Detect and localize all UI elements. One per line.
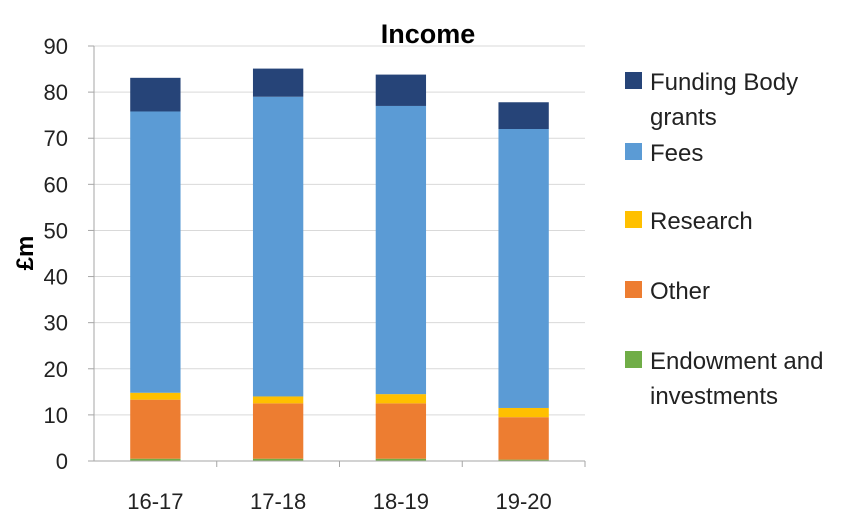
legend-label: Other — [650, 278, 710, 305]
y-tick-label: 20 — [44, 357, 68, 382]
bar-segment — [498, 407, 549, 418]
legend-label: Research — [650, 208, 753, 235]
bar-segment — [498, 417, 549, 460]
y-tick-label: 90 — [44, 34, 68, 59]
bar-segment — [375, 458, 427, 461]
x-tick-label: 16-17 — [127, 489, 183, 514]
y-tick-label: 70 — [44, 126, 68, 151]
bar-segment — [375, 105, 427, 395]
y-tick-label: 0 — [56, 449, 68, 474]
y-axis-label: £m — [12, 236, 39, 271]
x-tick-label: 18-19 — [373, 489, 429, 514]
legend-label: Funding Body — [650, 69, 798, 96]
bar-segment — [252, 68, 304, 97]
x-tick-label: 17-18 — [250, 489, 306, 514]
y-tick-label: 40 — [44, 265, 68, 290]
x-tick-label: 19-20 — [495, 489, 551, 514]
bar-segment — [498, 459, 549, 461]
legend-swatch — [625, 211, 642, 228]
legend-swatch — [625, 72, 642, 89]
legend-label: grants — [650, 104, 717, 131]
bar-segment — [130, 458, 181, 461]
legend-swatch — [625, 143, 642, 160]
y-tick-label: 10 — [44, 403, 68, 428]
legend-swatch — [625, 281, 642, 298]
y-tick-labels: 0 10 20 30 40 50 60 70 80 90 — [44, 34, 94, 474]
chart-title: Income — [381, 19, 476, 49]
legend-label: Endowment and — [650, 348, 823, 375]
bars — [130, 68, 549, 461]
y-tick-label: 80 — [44, 80, 68, 105]
bar-segment — [252, 96, 304, 397]
bar-segment — [252, 396, 304, 404]
y-tick-label: 30 — [44, 311, 68, 336]
bar-segment — [375, 74, 427, 106]
bar-segment — [130, 392, 181, 400]
bar-segment — [498, 129, 549, 408]
bar-segment — [130, 111, 181, 393]
y-tick-label: 50 — [44, 218, 68, 243]
legend-label: investments — [650, 383, 778, 410]
legend-label: Fees — [650, 140, 703, 167]
bar-segment — [498, 102, 549, 129]
legend-swatch — [625, 351, 642, 368]
bar-segment — [130, 399, 181, 459]
bar-segment — [130, 77, 181, 112]
bar-segment — [252, 403, 304, 459]
x-tick-labels: 16-17 17-18 18-19 19-20 — [127, 461, 586, 514]
y-tick-label: 60 — [44, 172, 68, 197]
bar-segment — [375, 403, 427, 459]
bar-segment — [375, 394, 427, 404]
legend: Funding Body grants Fees Research Other Endow… — [625, 69, 823, 410]
bar-segment — [252, 458, 304, 461]
